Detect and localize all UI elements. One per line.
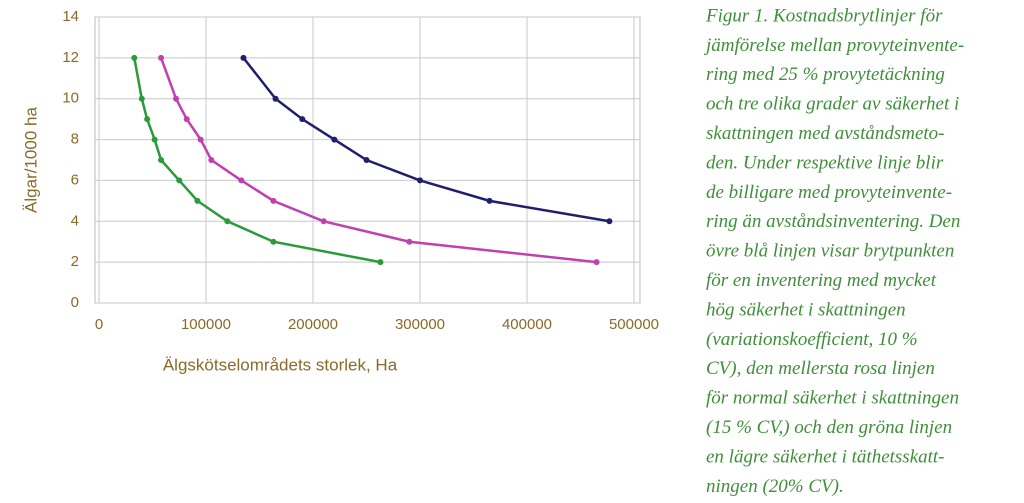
data-point: [272, 95, 279, 102]
series-line: [159, 57, 597, 264]
series-line: [242, 57, 610, 223]
data-point: [377, 259, 384, 266]
caption-line: Figur 1. Kostnadsbrytlinjer för: [705, 5, 943, 26]
data-point: [363, 157, 370, 163]
data-point: [270, 197, 277, 204]
data-point: [176, 177, 183, 184]
x-tick-label: 500000: [609, 316, 659, 333]
y-tick-label: 2: [71, 253, 79, 270]
caption-line: CV), den mellersta rosa linjen: [706, 358, 935, 379]
y-tick-label: 10: [62, 90, 79, 107]
caption-line: de billigare med provyteinvente-: [706, 182, 952, 203]
data-point: [320, 218, 327, 225]
series-line: [133, 57, 381, 264]
y-axis-label: Älgar/1000 ha: [21, 107, 40, 213]
x-axis-label: Älgskötselområdets storlek, Ha: [163, 355, 398, 374]
data-point: [238, 177, 245, 184]
caption-line: för normal säkerhet i skattningen: [706, 388, 959, 409]
caption-line: hög säkerhet i skattningen: [706, 299, 906, 320]
x-tick-label: 300000: [395, 316, 445, 333]
caption-line: (15 % CV,) och den gröna linjen: [706, 417, 952, 438]
data-point: [197, 136, 204, 143]
data-point: [144, 116, 151, 123]
data-point: [194, 197, 201, 204]
caption-line: en lägre säkerhet i täthetsskatt-: [706, 446, 945, 467]
data-point: [270, 238, 277, 245]
data-point: [417, 177, 423, 184]
y-tick-label: 8: [71, 131, 79, 148]
caption-line: jämförelse mellan provyteinvente-: [703, 35, 964, 56]
x-tick-label: 0: [95, 316, 103, 333]
x-tick-label: 200000: [288, 316, 338, 333]
data-point: [138, 95, 145, 102]
data-point: [299, 116, 306, 123]
data-point: [151, 136, 158, 143]
data-point: [173, 95, 180, 102]
caption-line: ningen (20% CV).: [706, 476, 844, 497]
y-tick-label: 0: [71, 294, 79, 311]
caption-line: ring med 25 % provytetäckning: [706, 64, 945, 85]
data-point: [331, 136, 338, 143]
data-point: [240, 54, 247, 61]
data-point: [158, 157, 165, 163]
data-point: [183, 116, 190, 123]
data-point: [158, 54, 165, 61]
data-point: [486, 197, 493, 204]
data-point: [606, 218, 613, 225]
caption-line: den. Under respektive linje blir: [706, 152, 944, 173]
x-tick-label: 100000: [181, 316, 231, 333]
caption-line: skattningen med avståndsmeto-: [706, 123, 945, 144]
caption-line: för en inventering med mycket: [706, 270, 937, 291]
x-tick-label: 400000: [502, 316, 552, 333]
caption-line: övre blå linjen visar brytpunkten: [706, 241, 954, 262]
caption-line: (variationskoefficient, 10 %: [706, 329, 918, 350]
y-tick-label: 4: [71, 212, 79, 229]
caption-line: ring än avståndsinventering. Den: [706, 211, 960, 232]
data-point: [208, 157, 215, 163]
y-tick-label: 12: [62, 49, 79, 66]
data-point: [224, 218, 231, 225]
data-point: [131, 54, 138, 61]
data-point: [593, 259, 600, 266]
caption-line: och tre olika grader av säkerhet i: [706, 94, 959, 115]
data-point: [406, 238, 413, 245]
y-tick-label: 6: [71, 171, 79, 188]
y-tick-label: 14: [62, 8, 79, 25]
